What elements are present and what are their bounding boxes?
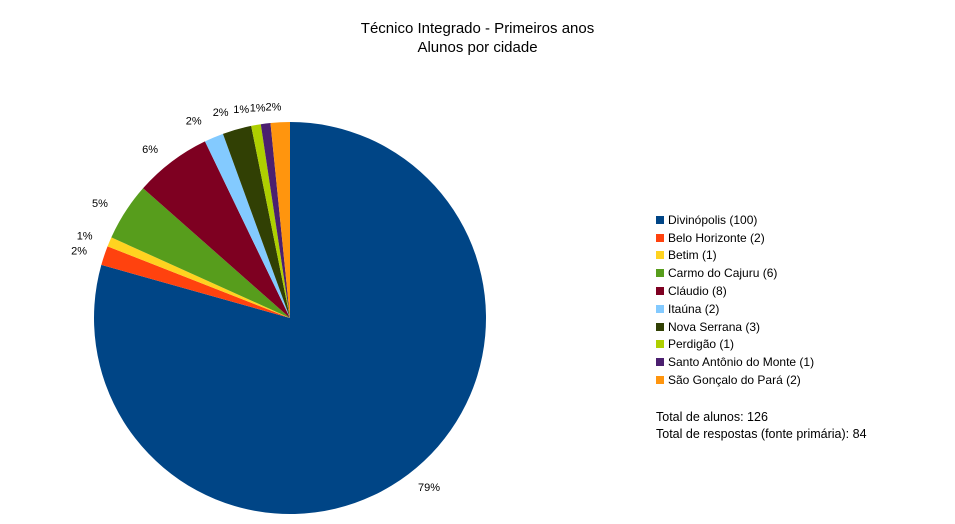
pie-percent-labels: 79%2%1%5%6%2%2% 1% 1% 2%	[71, 101, 440, 494]
slice-label-claudio: 6%	[142, 144, 158, 156]
pie-slice-santo-antonio-do-monte	[260, 122, 290, 318]
total-students-note: Total de alunos: 126	[656, 410, 768, 424]
slice-label-carmo-do-cajuru: 5%	[92, 198, 108, 210]
legend-item-carmo-do-cajuru: Carmo do Cajuru (6)	[656, 264, 946, 282]
pie-slice-perdigao	[251, 124, 290, 318]
legend-label: Cláudio (8)	[668, 284, 727, 299]
chart-subtitle: Alunos por cidade	[417, 39, 538, 56]
slice-label-betim: 1%	[77, 231, 93, 243]
legend-item-belo-horizonte: Belo Horizonte (2)	[656, 229, 946, 247]
legend-item-sao-goncalo-do-para: São Gonçalo do Pará (2)	[656, 371, 946, 389]
legend-label: Santo Antônio do Monte (1)	[668, 355, 815, 370]
slice-label-santo-antonio-do-monte: 1%	[250, 103, 266, 115]
legend-label: Perdigão (1)	[668, 337, 735, 352]
slice-label-nova-serrana: 2%	[213, 107, 229, 119]
total-responses-note: Total de respostas (fonte primária): 84	[656, 427, 867, 441]
legend-item-santo-antonio-do-monte: Santo Antônio do Monte (1)	[656, 353, 946, 371]
legend-label: Itaúna (2)	[668, 301, 720, 316]
pie-slice-claudio	[143, 141, 290, 318]
legend-swatch	[656, 340, 664, 349]
legend-item-itauna: Itaúna (2)	[656, 300, 946, 318]
chart-title: Técnico Integrado - Primeiros anos	[360, 20, 595, 37]
slice-label-perdigao: 1%	[233, 104, 249, 116]
slice-label-belo-horizonte: 2%	[71, 246, 87, 258]
legend-item-nova-serrana: Nova Serrana (3)	[656, 318, 946, 336]
legend-label: São Gonçalo do Pará (2)	[668, 373, 801, 388]
legend-label: Betim (1)	[668, 248, 717, 263]
legend-swatch	[656, 233, 664, 242]
pie-slices	[94, 122, 487, 514]
legend-label: Carmo do Cajuru (6)	[668, 266, 778, 281]
legend-swatch	[656, 304, 664, 313]
legend-item-betim: Betim (1)	[656, 247, 946, 265]
legend-label: Nova Serrana (3)	[668, 319, 761, 334]
slice-label-sao-goncalo-do-para: 2%	[265, 101, 281, 113]
legend-label: Divinópolis (100)	[668, 212, 758, 227]
pie-slice-divinopolis	[94, 122, 487, 514]
legend-swatch	[656, 287, 664, 296]
pie-slice-carmo-do-cajuru	[111, 188, 290, 318]
pie-slice-itauna	[204, 133, 290, 318]
chart-notes: Total de alunos: 126 Total de respostas …	[656, 409, 867, 443]
legend: Divinópolis (100) Belo Horizonte (2) Betim…	[656, 211, 946, 389]
legend-item-divinopolis: Divinópolis (100)	[656, 211, 946, 229]
legend-swatch	[656, 376, 664, 385]
legend-item-perdigao: Perdigão (1)	[656, 336, 946, 354]
pie-slice-betim	[107, 237, 290, 318]
legend-swatch	[656, 251, 664, 260]
legend-swatch	[656, 269, 664, 278]
legend-item-claudio: Cláudio (8)	[656, 282, 946, 300]
legend-swatch	[656, 358, 664, 367]
legend-swatch	[656, 322, 664, 331]
legend-label: Belo Horizonte (2)	[668, 230, 765, 245]
pie-slice-belo-horizonte	[101, 246, 290, 318]
pie-slice-nova-serrana	[222, 125, 290, 318]
slice-label-itauna: 2%	[186, 116, 202, 128]
slice-label-divinopolis: 79%	[418, 482, 440, 494]
pie-slice-sao-goncalo-do-para	[270, 122, 290, 318]
legend-swatch	[656, 215, 664, 224]
